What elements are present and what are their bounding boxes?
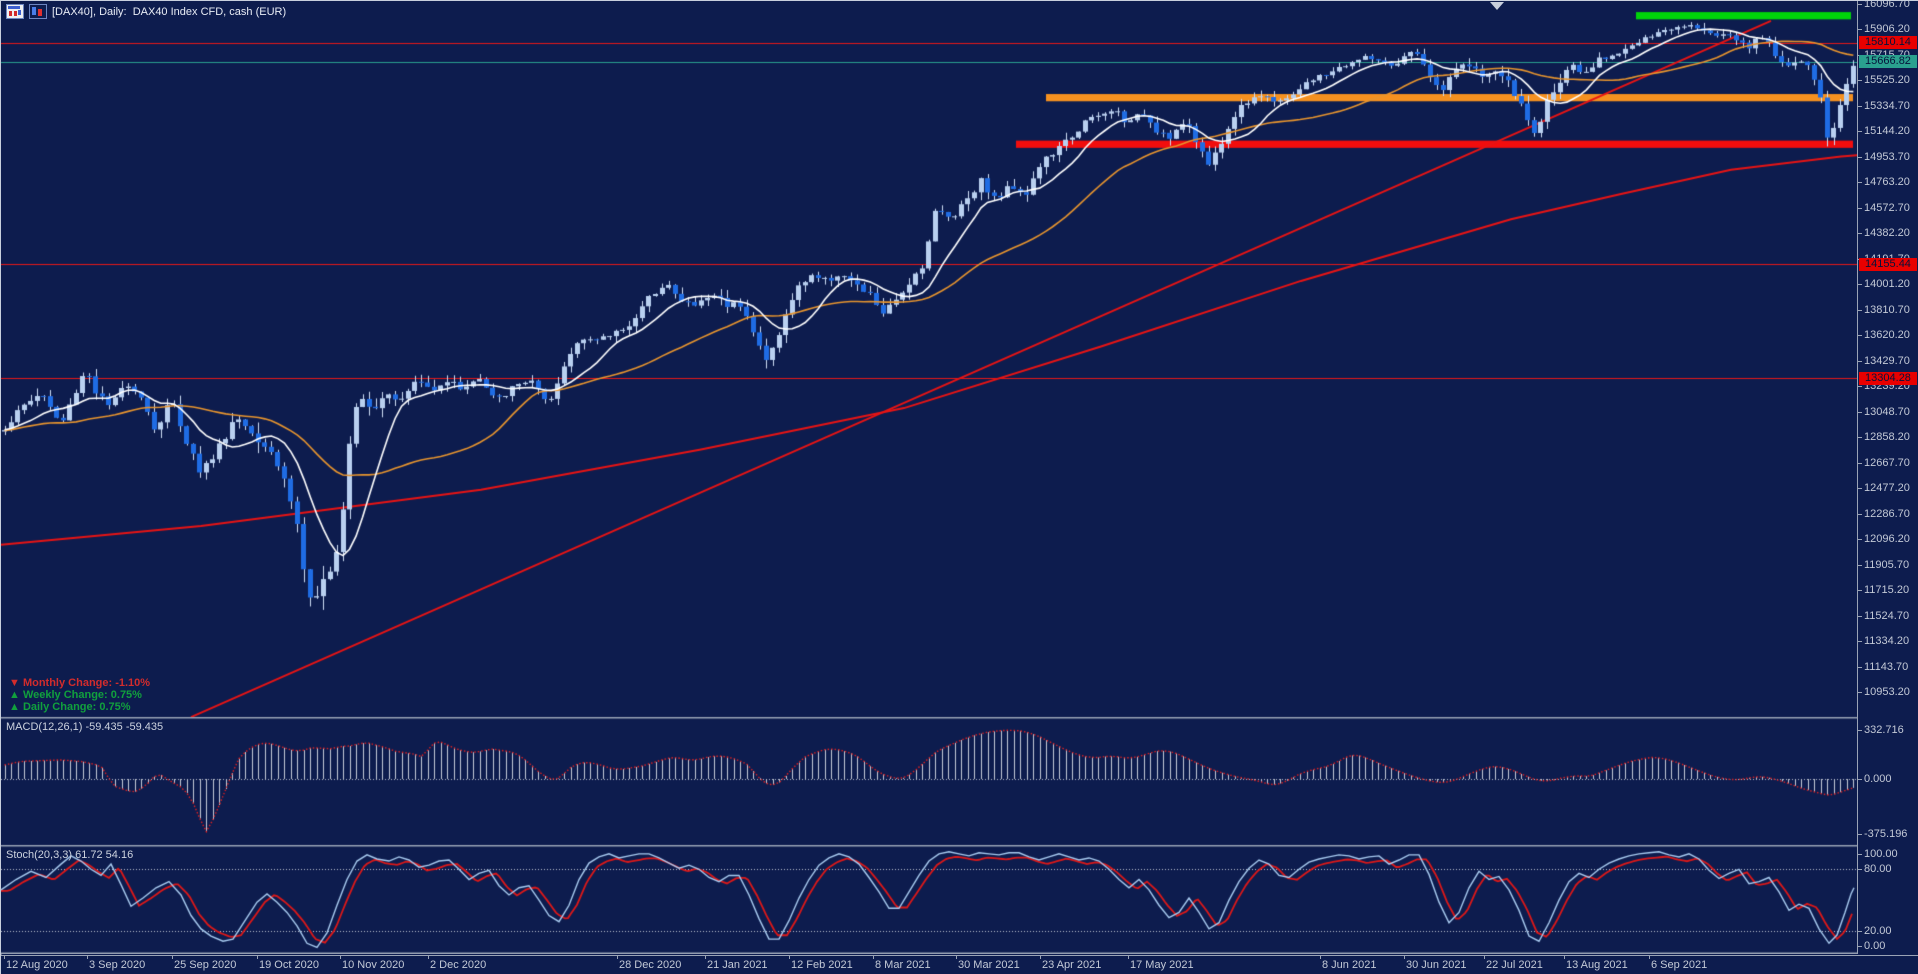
price-tick-label: 14953.70 [1857,150,1910,163]
time-tick-label: 6 Sep 2021 [1651,959,1708,971]
macd-indicator-label: MACD(12,26,1) -59.435 -59.435 [6,721,164,733]
time-tick-label: 19 Oct 2020 [259,959,319,971]
time-tick-label: 3 Sep 2020 [89,959,146,971]
time-tick-mark [340,956,341,959]
stoch-axis-label: 20.00 [1857,924,1892,937]
chart-window-icon[interactable] [6,4,24,19]
time-tick-mark [1484,956,1485,959]
time-tick-label: 2 Dec 2020 [430,959,487,971]
price-tick-label: 11524.70 [1856,609,1910,622]
price-tick-label: 11715.20 [1856,584,1910,597]
price-marker-label: 14155.44 [1859,257,1917,271]
price-tick-label: 10953.20 [1857,686,1910,699]
price-tick-label: 11905.70 [1856,558,1910,571]
time-tick-mark [705,956,706,959]
time-tick-mark [873,956,874,959]
time-tick-mark [87,956,88,959]
time-tick-mark [1404,956,1405,959]
price-tick-label: 15334.70 [1857,99,1910,112]
price-marker-label: 15666.82 [1859,55,1917,69]
change-summary: ▼ Monthly Change: -1.10% ▲ Weekly Change:… [9,677,150,713]
time-tick-label: 21 Jan 2021 [707,959,768,971]
time-tick-mark [1128,956,1129,959]
time-tick-mark [172,956,173,959]
change-row-2: ▲ Daily Change: 0.75% [9,701,131,713]
chart-canvas[interactable] [1,1,1857,954]
price-tick-label: 12286.70 [1857,507,1910,520]
time-tick-label: 13 Aug 2021 [1566,959,1628,971]
change-row-0: ▼ Monthly Change: -1.10% [9,677,151,689]
time-tick-mark [1320,956,1321,959]
price-axis[interactable]: 16096.7015906.2015715.7015525.2015334.70… [1856,1,1918,954]
chart-type-icon[interactable] [29,4,47,19]
price-tick-label: 13048.70 [1857,405,1910,418]
macd-axis-label: 0.000 [1857,773,1892,785]
price-tick-label: 12477.20 [1857,482,1910,495]
price-marker-label: 15810.14 [1859,36,1917,50]
time-tick-label: 12 Aug 2020 [6,959,68,971]
time-tick-mark [4,956,5,959]
price-marker-label: 13304.28 [1859,371,1917,385]
macd-axis-label: -375.196 [1856,828,1908,841]
price-tick-label: 11143.70 [1856,660,1909,673]
change-row-1: ▲ Weekly Change: 0.75% [9,689,142,701]
time-tick-label: 25 Sep 2020 [174,959,237,971]
price-tick-label: 16096.70 [1857,1,1910,10]
time-tick-mark [428,956,429,959]
chart-object-marker-icon[interactable] [1490,2,1504,10]
time-tick-label: 23 Apr 2021 [1042,959,1102,971]
time-tick-mark [1564,956,1565,959]
macd-axis-label: 332.716 [1857,724,1904,737]
chart-title: [DAX40], Daily: DAX40 Index CFD, cash (E… [52,5,287,18]
time-tick-label: 22 Jul 2021 [1486,959,1543,971]
time-tick-label: 8 Jun 2021 [1322,959,1377,971]
price-tick-label: 13810.70 [1857,303,1910,316]
time-axis[interactable]: 12 Aug 2020 3 Sep 2020 25 Sep 2020 19 Oct 2… [1,955,1918,974]
price-tick-label: 13620.20 [1857,329,1910,342]
time-tick-label: 30 Mar 2021 [958,959,1020,971]
stoch-axis-label: 80.00 [1857,863,1892,876]
chart-title-bar: [DAX40], Daily: DAX40 Index CFD, cash (E… [6,4,286,19]
price-tick-label: 13429.70 [1857,354,1910,367]
price-tick-label: 14382.20 [1857,227,1910,240]
time-tick-mark [1040,956,1041,959]
price-tick-label: 12858.20 [1857,431,1910,444]
price-tick-label: 14572.70 [1857,201,1910,214]
time-tick-mark [257,956,258,959]
time-tick-label: 10 Nov 2020 [342,959,405,971]
price-tick-label: 14763.20 [1857,176,1910,189]
time-tick-mark [956,956,957,959]
price-tick-label: 15144.20 [1857,125,1910,138]
stoch-axis-label: 0.00 [1856,940,1886,952]
price-tick-label: 15525.20 [1857,74,1910,87]
price-tick-label: 12096.20 [1857,533,1910,546]
price-tick-label: 14001.20 [1857,278,1910,291]
time-tick-mark [617,956,618,959]
time-tick-mark [789,956,790,959]
price-tick-label: 12667.70 [1857,456,1910,469]
stoch-axis-label: 100.00 [1857,848,1898,860]
stoch-indicator-label: Stoch(20,3,3) 61.72 54.16 [6,849,134,861]
time-tick-label: 12 Feb 2021 [791,959,853,971]
price-tick-label: 11334.20 [1856,635,1910,648]
time-tick-label: 17 May 2021 [1130,959,1194,971]
time-tick-mark [1649,956,1650,959]
price-tick-label: 15906.20 [1857,23,1910,36]
time-tick-label: 28 Dec 2020 [619,959,682,971]
time-tick-label: 30 Jun 2021 [1406,959,1467,971]
time-tick-label: 8 Mar 2021 [875,959,931,971]
